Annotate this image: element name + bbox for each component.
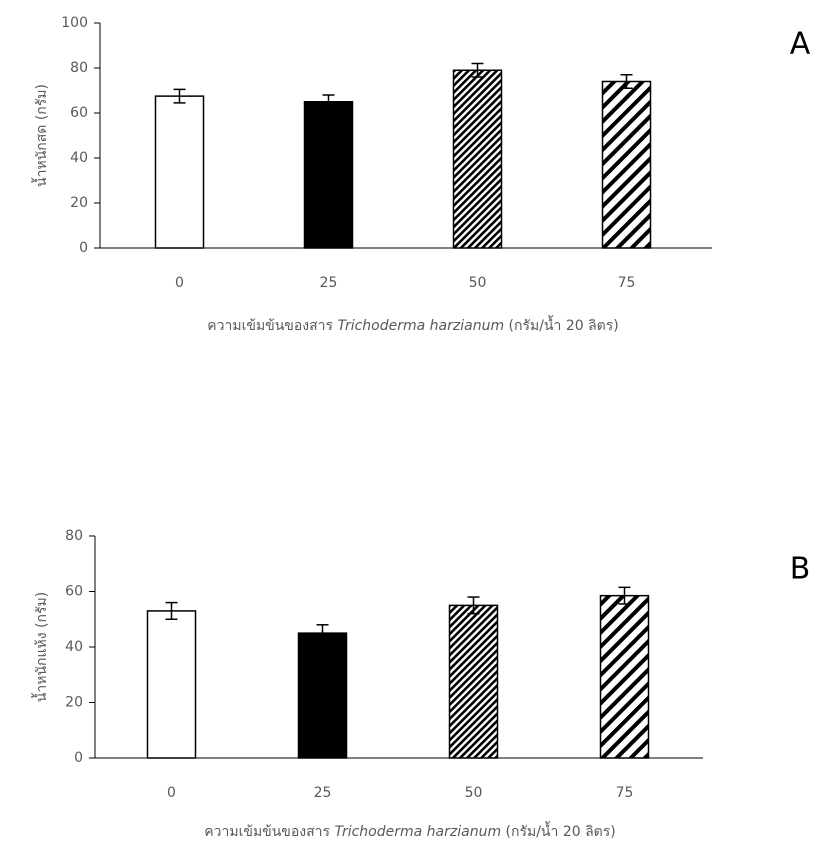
bar bbox=[146, 610, 197, 759]
x-tick-label: 25 bbox=[314, 785, 332, 801]
x-tick-label: 0 bbox=[167, 785, 176, 801]
error-bar bbox=[471, 62, 484, 78]
y-tick-label: 60 bbox=[65, 584, 83, 600]
error-bar bbox=[618, 586, 631, 605]
x-axis-title-part: Trichoderma harzianum bbox=[338, 318, 505, 334]
bar bbox=[297, 632, 348, 759]
panel-label: B bbox=[790, 552, 811, 587]
y-tick-label: 60 bbox=[70, 105, 88, 121]
y-tick-label: 40 bbox=[65, 639, 83, 655]
panel-label: A bbox=[790, 27, 811, 62]
y-axis-title: น้ำหนักแห้ง (กรัม) bbox=[31, 592, 50, 702]
x-axis-title-part: ความเข้มข้นของสาร bbox=[207, 318, 337, 334]
x-axis-title: ความเข้มข้นของสาร Trichoderma harzianum … bbox=[204, 821, 615, 840]
y-tick-label: 40 bbox=[70, 150, 88, 166]
bar bbox=[448, 604, 499, 759]
error-bar bbox=[316, 624, 329, 643]
x-tick-label: 50 bbox=[465, 785, 483, 801]
x-tick-label: 50 bbox=[469, 275, 487, 291]
x-tick-label: 75 bbox=[618, 275, 636, 291]
y-axis-title: น้ำหนักสด (กรัม) bbox=[31, 84, 50, 187]
x-axis-title-part: Trichoderma harzianum bbox=[335, 824, 502, 840]
bar bbox=[303, 101, 354, 249]
error-bar bbox=[467, 596, 480, 615]
error-bar bbox=[322, 94, 335, 110]
y-tick-label: 80 bbox=[65, 528, 83, 544]
x-axis-title-part: (กรัม/น้ำ 20 ลิตร) bbox=[504, 315, 619, 334]
y-tick-label: 20 bbox=[65, 695, 83, 711]
y-tick-label: 100 bbox=[61, 15, 88, 31]
x-axis-title-part: (กรัม/น้ำ 20 ลิตร) bbox=[501, 821, 616, 840]
error-bar bbox=[620, 74, 633, 89]
x-tick-label: 0 bbox=[175, 275, 184, 291]
x-tick-label: 75 bbox=[616, 785, 634, 801]
y-tick-label: 0 bbox=[74, 750, 83, 766]
bar bbox=[601, 80, 652, 249]
bar bbox=[599, 594, 650, 759]
x-tick-label: 25 bbox=[320, 275, 338, 291]
y-tick-label: 80 bbox=[70, 60, 88, 76]
x-axis-title: ความเข้มข้นของสาร Trichoderma harzianum … bbox=[207, 315, 618, 334]
error-bar bbox=[173, 88, 186, 104]
y-tick-label: 20 bbox=[70, 195, 88, 211]
bar bbox=[154, 95, 205, 249]
error-bar bbox=[165, 601, 178, 620]
y-tick-label: 0 bbox=[79, 240, 88, 256]
x-axis-title-part: ความเข้มข้นของสาร bbox=[204, 824, 334, 840]
bar bbox=[452, 69, 503, 249]
